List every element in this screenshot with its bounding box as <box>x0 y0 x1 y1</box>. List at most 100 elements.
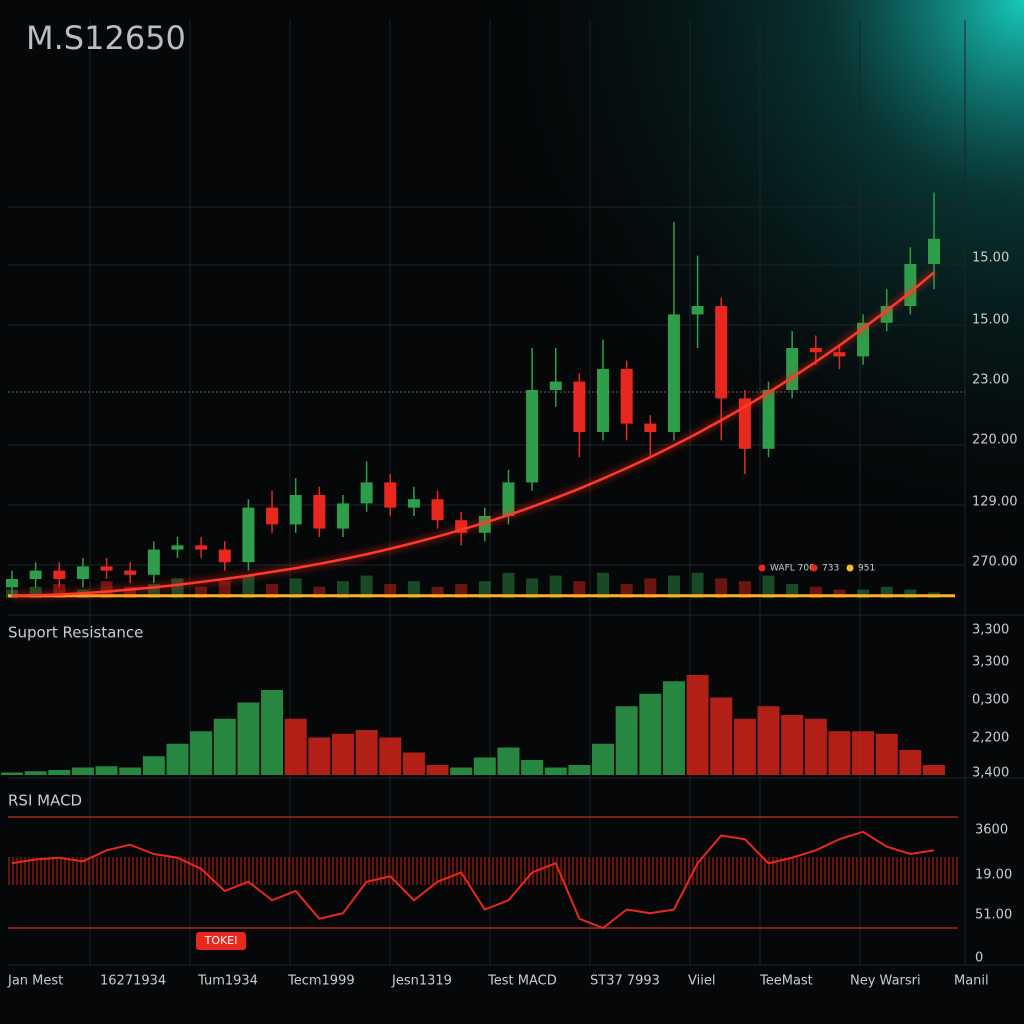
volume-bar <box>857 589 870 598</box>
legend-dot <box>846 564 854 572</box>
candle-body <box>620 369 633 424</box>
candle-body <box>242 507 255 563</box>
candle-body <box>597 369 610 432</box>
hist-bar <box>544 767 567 775</box>
hist-bar <box>331 733 354 775</box>
hist-bar <box>450 767 473 775</box>
candle-body <box>667 314 680 432</box>
volume-bar <box>833 589 846 598</box>
grid <box>8 20 1024 966</box>
panel3-label: 19.00 <box>975 868 1012 883</box>
symbol-title: M.S12650 <box>26 19 186 57</box>
candle-body <box>928 238 940 264</box>
hist-bar <box>355 730 378 775</box>
x-label: Jan Mest <box>7 974 63 989</box>
candle-body <box>762 390 775 449</box>
hist-bar <box>497 747 520 775</box>
legend-label: 733 <box>822 564 839 574</box>
candle-body <box>360 482 373 504</box>
hist-bar <box>852 731 875 775</box>
panel-title: RSI MACD <box>8 792 82 810</box>
hist-bar <box>733 718 756 775</box>
panel-title: Suport Resistance <box>8 624 143 642</box>
candle-body <box>833 352 846 357</box>
volume-bar <box>597 572 610 598</box>
panel2-label: 0,300 <box>972 693 1009 708</box>
volume-bar <box>691 572 704 598</box>
hist-bar <box>261 690 284 775</box>
volume-bar <box>100 581 113 598</box>
hist-bar <box>142 756 165 775</box>
candle-body <box>573 381 586 432</box>
candle-body <box>313 495 326 529</box>
hist-bar <box>166 743 189 775</box>
volume-bar <box>762 575 775 598</box>
hist-bar <box>804 718 827 775</box>
x-label: Ney Warsri <box>850 974 921 989</box>
candle-body <box>715 306 728 399</box>
candle-body <box>644 423 657 432</box>
hist-bar <box>686 675 709 775</box>
x-label: Test MACD <box>487 974 557 989</box>
hist-bar <box>568 765 591 775</box>
price-label: 15.00 <box>972 251 1009 266</box>
badge-label[interactable]: TOKEI <box>204 934 238 947</box>
candle-body <box>738 398 751 449</box>
hist-bar <box>95 766 118 775</box>
candle-body <box>124 570 137 575</box>
hist-bar <box>662 681 685 775</box>
candle-body <box>526 390 539 483</box>
candle-body <box>691 306 704 315</box>
volume-bar <box>313 586 326 598</box>
hist-bar <box>402 752 425 775</box>
x-label: Viiel <box>688 974 715 989</box>
hist-bar <box>875 733 898 775</box>
volume-bar <box>289 578 302 598</box>
macd-band <box>8 857 958 885</box>
hist-bar <box>757 706 780 775</box>
panel2-label: 3,300 <box>972 623 1009 638</box>
candle-body <box>266 507 279 525</box>
x-label: Jesn1319 <box>391 974 452 989</box>
volume-bar <box>195 586 208 598</box>
candle-body <box>289 495 302 525</box>
volume-bar <box>880 586 893 598</box>
volume-bar <box>407 581 420 598</box>
candle-body <box>384 482 397 508</box>
candle-body <box>76 566 89 579</box>
hist-bar <box>710 697 733 775</box>
panel2-label: 3,300 <box>972 655 1009 670</box>
hist-bar <box>24 771 47 775</box>
trend-curve <box>11 271 935 598</box>
candle-body <box>502 482 515 516</box>
candle-body <box>336 503 349 529</box>
candle-body <box>407 499 420 508</box>
volume-bar <box>218 581 231 598</box>
hist-bar <box>190 731 213 775</box>
badge[interactable] <box>196 932 246 950</box>
hist-bar <box>615 706 638 775</box>
x-label: Tum1934 <box>197 974 258 989</box>
volume-bar <box>242 575 255 598</box>
hist-bar <box>521 760 544 775</box>
candle-body <box>549 381 562 390</box>
volume-bar <box>478 581 491 598</box>
hist-bar <box>473 757 496 775</box>
candle-body <box>147 549 160 575</box>
hist-bar <box>119 767 142 775</box>
volume-bar <box>29 586 42 598</box>
x-label: ST37 7993 <box>590 974 660 989</box>
volume-bar <box>360 575 373 598</box>
candle-body <box>171 545 184 550</box>
legend-dot <box>810 564 818 572</box>
volume-bar <box>809 586 822 598</box>
price-label: 220.00 <box>972 433 1018 448</box>
candle-body <box>29 570 42 579</box>
hist-bar <box>1 772 23 775</box>
volume-bar <box>738 581 751 598</box>
candle-body <box>195 545 208 550</box>
volume-bar <box>573 581 586 598</box>
rsi-line <box>11 830 935 930</box>
price-label: 23.00 <box>972 373 1009 388</box>
legend-label: 951 <box>858 564 875 574</box>
